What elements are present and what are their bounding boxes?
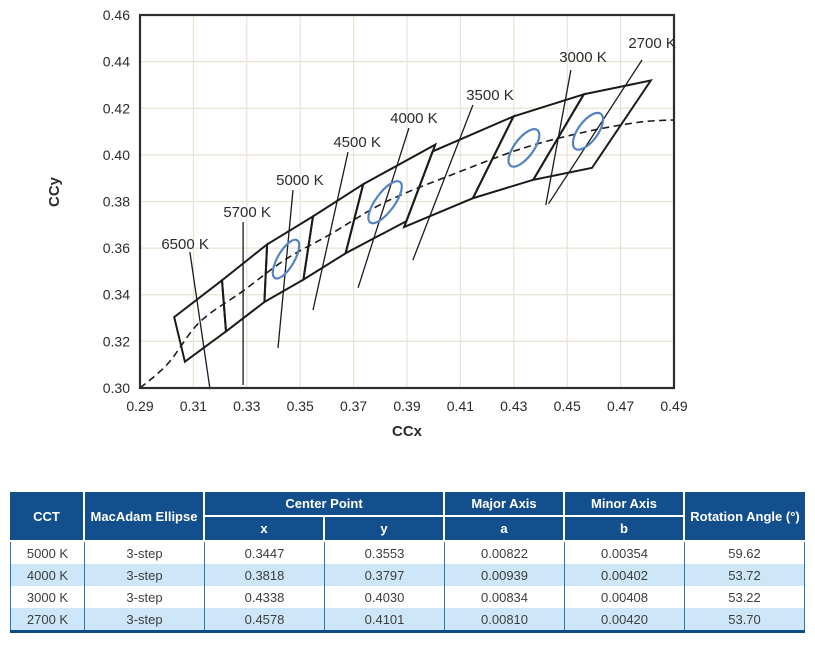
x-tick-label: 0.47 [607,398,634,414]
leader-line-5000-k [277,190,294,348]
cct-bin-4500-k [302,181,365,282]
x-tick-label: 0.39 [393,398,420,414]
cell-cct: 2700 K [10,608,85,630]
cell-a: 0.00822 [445,542,566,564]
cct-label-6500-k: 6500 K [161,236,209,253]
chromaticity-chart: 2700 K 3000 K 3500 K 4000 K 4500 K 5000 K 5700… [46,7,688,440]
col-header-center-point: Center Point [205,492,446,517]
cell-y: 0.3553 [325,542,446,564]
cell-macadam: 3-step [85,564,205,586]
cell-a: 0.00810 [445,608,566,630]
leader-line-6500-k [189,252,211,390]
cell-macadam: 3-step [85,608,205,630]
leader-line-3000-k [545,69,572,206]
cct-label-3000-k: 3000 K [559,49,607,66]
cell-b: 0.00420 [565,608,686,630]
cell-y: 0.3797 [325,564,446,586]
macadam-ellipse-2700-k [571,111,605,151]
cell-rotation: 59.62 [685,542,806,564]
x-tick-label: 0.35 [287,398,314,414]
cell-rotation: 53.72 [685,564,806,586]
x-tick-label: 0.43 [500,398,527,414]
x-tick-label: 0.41 [447,398,474,414]
cell-macadam: 3-step [85,542,205,564]
x-tick-label: 0.45 [554,398,581,414]
col-header-cct: CCT [10,492,85,542]
cell-cct: 5000 K [10,542,85,564]
x-tick-label: 0.31 [180,398,207,414]
macadam-ellipse-4000-k [367,180,403,225]
y-axis-title: CCy [46,176,63,207]
cell-b: 0.00402 [565,564,686,586]
col-header-y: y [325,517,446,542]
y-tick-label: 0.38 [103,194,130,210]
cct-label-4500-k: 4500 K [333,134,381,151]
table-row: 2700 K 3-step 0.4578 0.4101 0.00810 0.00… [10,608,806,630]
plot-border [138,13,676,390]
y-tick-label: 0.30 [103,380,130,396]
cell-y: 0.4030 [325,586,446,608]
x-axis-title: CCx [392,423,423,440]
macadam-ellipse-3000-k [507,128,541,168]
cct-bin-3500-k [402,114,516,229]
cct-label-3500-k: 3500 K [466,87,514,104]
cell-b: 0.00354 [565,542,686,564]
cell-x: 0.3447 [205,542,325,564]
macadam-table-wrap: CCT MacAdam Ellipse Center Point Major A… [10,492,806,633]
cell-a: 0.00939 [445,564,566,586]
y-tick-label: 0.34 [103,287,130,303]
col-header-x: x [205,517,325,542]
macadam-ellipse-table: CCT MacAdam Ellipse Center Point Major A… [10,492,806,630]
cct-bin-5700-k [220,242,269,334]
y-tick-label: 0.44 [103,54,130,70]
cct-label-2700-k: 2700 K [628,35,676,52]
x-tick-label: 0.37 [340,398,367,414]
col-header-rotation: Rotation Angle (°) [685,492,806,542]
leader-line-2700-k [547,59,643,205]
cell-b: 0.00408 [565,586,686,608]
cell-y: 0.4101 [325,608,446,630]
planckian-locus [139,119,675,389]
cct-bin-6500-k [173,278,228,364]
table-row: 5000 K 3-step 0.3447 0.3553 0.00822 0.00… [10,542,806,564]
x-tick-label: 0.33 [233,398,260,414]
cell-cct: 3000 K [10,586,85,608]
macadam-ellipse-5000-k [271,238,301,280]
cell-x: 0.4338 [205,586,325,608]
col-header-a: a [445,517,566,542]
col-header-major-axis: Major Axis [445,492,566,517]
chromaticity-svg: 2700 K 3000 K 3500 K 4000 K 4500 K 5000 K 5700… [46,7,688,440]
col-header-macadam: MacAdam Ellipse [85,492,205,542]
y-tick-label: 0.36 [103,240,130,256]
x-tick-label: 0.49 [660,398,687,414]
cell-x: 0.3818 [205,564,325,586]
cct-label-5700-k: 5700 K [223,204,271,221]
cell-rotation: 53.22 [685,586,806,608]
leader-line-4000-k [357,127,410,288]
cell-rotation: 53.70 [685,608,806,630]
leader-line-4500-k [312,151,349,311]
y-tick-label: 0.46 [103,7,130,23]
col-header-minor-axis: Minor Axis [565,492,686,517]
table-row: 4000 K 3-step 0.3818 0.3797 0.00939 0.00… [10,564,806,586]
y-tick-label: 0.40 [103,147,130,163]
y-tick-label: 0.32 [103,333,130,349]
y-tick-label: 0.42 [103,100,130,116]
leader-line-3500-k [412,104,474,261]
cell-cct: 4000 K [10,564,85,586]
cct-label-4000-k: 4000 K [390,110,438,127]
x-tick-label: 0.29 [126,398,153,414]
col-header-b: b [565,517,686,542]
cell-macadam: 3-step [85,586,205,608]
table-row: 3000 K 3-step 0.4338 0.4030 0.00834 0.00… [10,586,806,608]
cct-label-5000-k: 5000 K [276,172,324,189]
cell-x: 0.4578 [205,608,325,630]
cell-a: 0.00834 [445,586,566,608]
